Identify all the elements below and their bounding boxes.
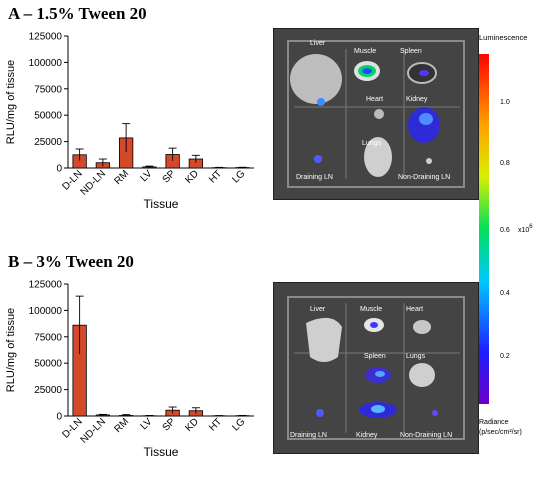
chart-a-ytick-label: 25000 (34, 137, 62, 148)
image-a-label-heart: Heart (366, 96, 383, 103)
chart-b-ytick-label: 25000 (34, 385, 62, 396)
imaging-photo-b: Liver Muscle Heart Spleen Lungs Draining LN Ki… (287, 296, 465, 440)
image-a-label-spleen: Spleen (400, 48, 422, 55)
non-draining-ln-organ-b (432, 410, 438, 416)
chart-a-xtick-label-lg: LG (230, 168, 247, 185)
lungs-organ-b (409, 363, 435, 387)
panel-a-title: A – 1.5% Tween 20 (8, 4, 147, 23)
luminescence-colorbar: Luminescence 1.0 0.8 0.6 x106 0.4 0.2 Ra… (476, 32, 550, 452)
image-a-label-non-draining-ln: Non-Draining LN (398, 174, 450, 181)
colorbar-tick-3: 0.6 (500, 227, 510, 234)
image-b-label-muscle: Muscle (360, 306, 382, 313)
chart-a-y-label: RLU/mg of tissue (5, 60, 17, 144)
chart-b-y-label: RLU/mg of tissue (5, 308, 17, 392)
imaging-panel-a: Liver Muscle Spleen Heart Kidney Lungs Drainin… (273, 28, 479, 200)
chart-b-xtick-label-lv: LV (139, 416, 155, 432)
liver-organ-b (306, 317, 342, 362)
chart-b-ytick-label: 50000 (34, 359, 62, 370)
image-b-label-kidney: Kidney (356, 432, 378, 439)
chart-a-ytick-label: 50000 (34, 111, 62, 122)
image-a-label-draining-ln: Draining LN (296, 174, 333, 181)
panel-b-title: B – 3% Tween 20 (8, 252, 134, 271)
chart-a-x-label: Tissue (144, 197, 179, 208)
imaging-tray-outline (287, 40, 465, 188)
chart-b-ytick-label: 0 (56, 412, 62, 423)
bar-chart-b: 0 25000 50000 75000 100000 125000 RLU/mg of ti… (5, 280, 254, 456)
chart-a-xtick-label-kd: KD (183, 168, 201, 186)
colorbar-tick-1: 1.0 (500, 99, 510, 106)
kidney-organ (408, 107, 440, 143)
heart-organ-b (413, 320, 431, 334)
image-b-label-heart: Heart (406, 306, 423, 313)
draining-ln-organ (314, 155, 322, 163)
imaging-tray-outline-b (287, 296, 465, 440)
image-a-label-kidney: Kidney (406, 96, 428, 103)
colorbar-gradient (479, 54, 489, 404)
image-b-label-draining-ln: Draining LN (290, 432, 327, 439)
chart-b-xtick-label-kd: KD (183, 416, 201, 434)
image-b-label-lungs: Lungs (406, 353, 426, 360)
chart-a-xtick-label-ht: HT (207, 168, 224, 185)
colorbar-tick-5: 0.2 (500, 353, 510, 360)
chart-a-xtick-label-lv: LV (139, 168, 155, 184)
bar-chart-a: 0 25000 50000 75000 100000 125000 RLU/mg of ti… (5, 32, 254, 208)
colorbar-footer-2: (p/sec/cm²/sr) (479, 429, 522, 436)
colorbar-tick-4: 0.4 (500, 290, 510, 297)
imaging-panel-b: Liver Muscle Heart Spleen Lungs Draining LN Ki… (273, 282, 479, 454)
colorbar-tick-2: 0.8 (500, 160, 510, 167)
image-a-label-lungs: Lungs (362, 140, 382, 147)
image-b-label-liver: Liver (310, 306, 326, 313)
colorbar-svg: Luminescence 1.0 0.8 0.6 x106 0.4 0.2 Ra… (479, 33, 533, 436)
chart-b-xtick-label-sp: SP (161, 416, 178, 433)
chart-a-xtick-label-nd-ln: ND-LN (79, 168, 108, 197)
colorbar-footer-1: Radiance (479, 419, 509, 426)
chart-a-ytick-label: 75000 (34, 84, 62, 95)
chart-b-x-label: Tissue (144, 445, 179, 456)
chart-a-xtick-label-rm: RM (112, 168, 131, 187)
non-draining-ln-organ (426, 158, 432, 164)
chart-a-ytick-label: 125000 (29, 32, 63, 43)
chart-b-xtick-label-ht: HT (207, 416, 224, 433)
image-a-label-muscle: Muscle (354, 48, 376, 55)
chart-b-xtick-label-nd-ln: ND-LN (79, 416, 108, 445)
chart-a-ytick-label: 100000 (29, 58, 63, 69)
chart-b-ytick-label: 100000 (29, 306, 63, 317)
chart-a-xtick-label-sp: SP (161, 168, 178, 185)
image-b-label-non-draining-ln: Non-Draining LN (400, 432, 452, 439)
image-a-label-liver: Liver (310, 40, 326, 47)
chart-a-ytick-label: 0 (56, 164, 62, 175)
draining-ln-organ-b (316, 409, 324, 417)
colorbar-title: Luminescence (479, 33, 527, 42)
liver-organ (290, 54, 342, 104)
image-b-label-spleen: Spleen (364, 353, 386, 360)
lungs-organ (364, 137, 392, 177)
heart-organ (374, 109, 384, 119)
chart-b-ytick-label: 125000 (29, 280, 63, 291)
chart-b-ytick-label: 75000 (34, 332, 62, 343)
colorbar-multiplier: x106 (518, 224, 533, 234)
chart-b-xtick-label-rm: RM (112, 416, 131, 435)
chart-b-xtick-label-lg: LG (230, 416, 247, 433)
imaging-photo-a: Liver Muscle Spleen Heart Kidney Lungs Drainin… (287, 40, 465, 188)
